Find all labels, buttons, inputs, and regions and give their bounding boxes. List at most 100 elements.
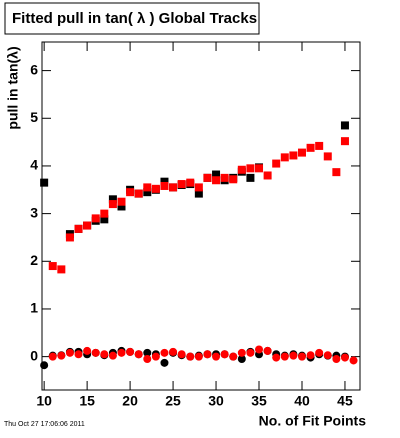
data-point [48, 352, 57, 361]
data-point [57, 351, 66, 360]
footer-date: Thu Oct 27 17:06:06 2011 [4, 421, 85, 428]
data-point [186, 352, 195, 361]
data-point [108, 351, 117, 360]
data-point [237, 348, 246, 357]
data-point [160, 177, 169, 186]
data-point [65, 233, 74, 242]
data-point [237, 355, 246, 364]
x-tick-label: 25 [165, 393, 181, 409]
data-point [323, 152, 332, 161]
x-tick-label: 15 [79, 393, 95, 409]
data-point [74, 224, 83, 233]
y-tick-label: 5 [30, 109, 38, 125]
data-point [246, 164, 255, 173]
y-tick-label: 1 [30, 300, 38, 316]
data-point [186, 178, 195, 187]
data-point [280, 153, 289, 162]
chart-title: Fitted pull in tan( λ ) Global Tracks [12, 10, 257, 27]
data-point [212, 176, 221, 185]
data-point [160, 358, 169, 367]
y-tick-label: 4 [30, 157, 38, 173]
data-point [237, 165, 246, 174]
data-point [108, 200, 117, 209]
data-point [160, 348, 169, 357]
data-point [220, 173, 229, 182]
data-point [340, 353, 349, 362]
data-point [272, 353, 281, 362]
data-point [229, 175, 238, 184]
data-point [315, 348, 324, 357]
data-point [117, 202, 126, 211]
data-point [280, 352, 289, 361]
data-point [143, 348, 152, 357]
x-axis-label: No. of Fit Points [259, 413, 367, 429]
data-point [126, 347, 135, 356]
data-point [143, 183, 152, 192]
data-point [220, 350, 229, 359]
data-point [340, 137, 349, 146]
data-point [289, 151, 298, 160]
data-point [212, 170, 221, 179]
data-point [40, 178, 49, 187]
data-point [323, 351, 332, 360]
data-point [108, 195, 117, 204]
data-point [306, 143, 315, 152]
data-point [306, 351, 315, 360]
data-point [143, 355, 152, 364]
data-point [194, 183, 203, 192]
x-tick-label: 45 [337, 393, 353, 409]
x-tick-label: 10 [36, 393, 52, 409]
y-tick-label: 3 [30, 204, 38, 220]
x-tick-label: 20 [122, 393, 138, 409]
data-point [117, 348, 126, 357]
data-point [246, 173, 255, 182]
data-point [272, 159, 281, 168]
data-point [169, 183, 178, 192]
data-point [255, 345, 264, 354]
y-tick-label: 0 [30, 347, 38, 363]
data-point [297, 148, 306, 157]
data-point [117, 197, 126, 206]
x-tick-label: 30 [208, 393, 224, 409]
data-point [315, 141, 324, 150]
data-point [263, 346, 272, 355]
data-point [246, 348, 255, 357]
y-tick-label: 6 [30, 61, 38, 77]
data-point [91, 214, 100, 223]
data-point [297, 352, 306, 361]
data-point [40, 361, 49, 370]
data-point [100, 209, 109, 218]
data-point [126, 188, 135, 197]
data-point [151, 184, 160, 193]
title-box [4, 2, 260, 35]
data-point [65, 348, 74, 357]
data-point [203, 350, 212, 359]
data-point [100, 350, 109, 359]
plot-frame [41, 41, 361, 391]
data-point [332, 355, 341, 364]
data-point [57, 265, 66, 274]
data-point [134, 350, 143, 359]
data-point [332, 168, 341, 177]
data-point [194, 352, 203, 361]
data-point [83, 221, 92, 230]
data-point [289, 351, 298, 360]
data-point [212, 352, 221, 361]
data-point [160, 181, 169, 190]
x-tick-label: 40 [294, 393, 310, 409]
data-point [143, 188, 152, 197]
data-point [48, 262, 57, 271]
data-point [229, 352, 238, 361]
y-axis-label: pull in tan(λ) [5, 46, 21, 129]
data-point [349, 356, 358, 365]
data-point [134, 189, 143, 198]
data-point [83, 346, 92, 355]
data-point [91, 348, 100, 357]
data-point [263, 171, 272, 180]
data-point [151, 352, 160, 361]
data-point [177, 180, 186, 189]
data-point [177, 350, 186, 359]
data-point [74, 350, 83, 359]
